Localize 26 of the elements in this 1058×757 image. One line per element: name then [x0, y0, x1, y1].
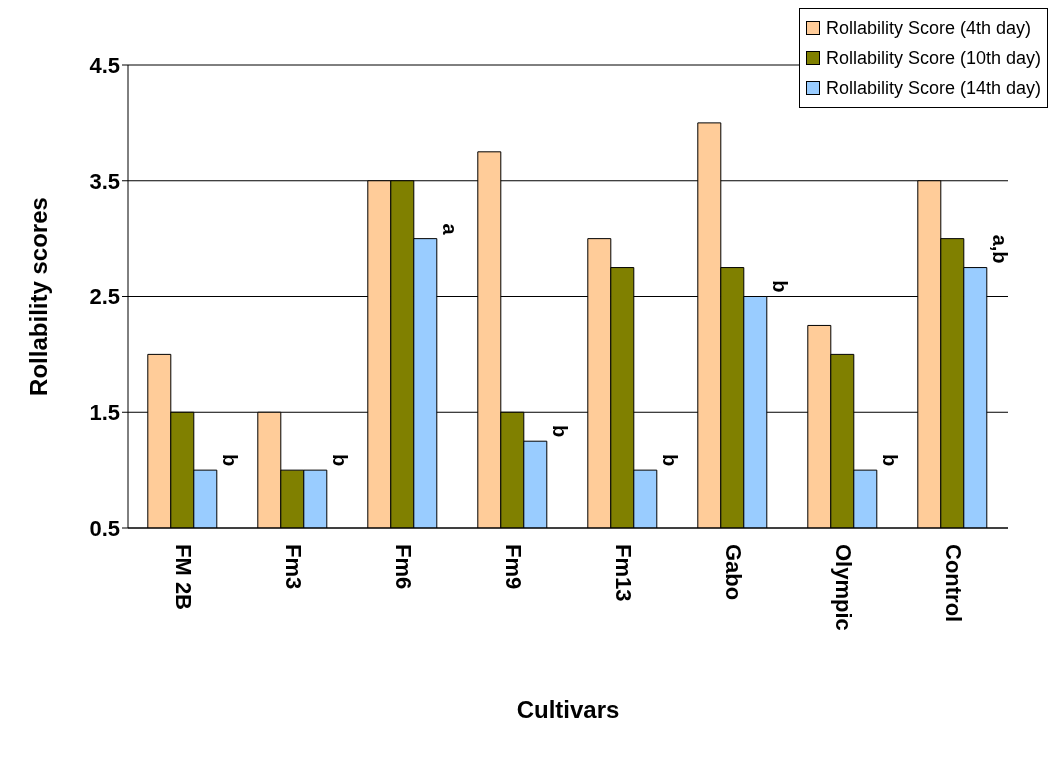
x-axis-title: Cultivars	[516, 696, 620, 723]
x-tick-label: Control	[940, 544, 966, 623]
annotation: b	[658, 453, 681, 467]
y-tick-label: 1.5	[89, 400, 120, 426]
y-tick-label: 3.5	[89, 168, 120, 194]
legend-label: Rollability Score (4th day)	[825, 17, 1031, 40]
x-tick-label: FM 2B	[170, 544, 196, 610]
annotation: b	[548, 424, 571, 438]
annotation: b	[328, 453, 351, 467]
legend-label: Rollability Score (10th day)	[825, 47, 1041, 70]
annotation: a,b	[988, 234, 1011, 264]
y-tick-label: 4.5	[89, 52, 120, 78]
x-tick-label: Fm13	[610, 544, 636, 602]
x-tick-label: Gabo	[720, 544, 746, 601]
annotation: b	[768, 280, 791, 293]
y-tick-label: 2.5	[89, 284, 120, 310]
annotation: b	[878, 453, 901, 467]
x-tick-label: Olympic	[830, 544, 856, 631]
legend-label: Rollability Score (14th day)	[825, 77, 1041, 100]
annotation: a	[438, 223, 461, 236]
x-tick-label: Fm3	[280, 544, 306, 590]
x-tick-label: Fm9	[500, 544, 526, 590]
annotation: b	[218, 453, 241, 467]
y-axis-title: Rollability scores	[24, 197, 52, 396]
x-tick-label: Fm6	[390, 544, 416, 590]
y-tick-label: 0.5	[89, 515, 120, 541]
